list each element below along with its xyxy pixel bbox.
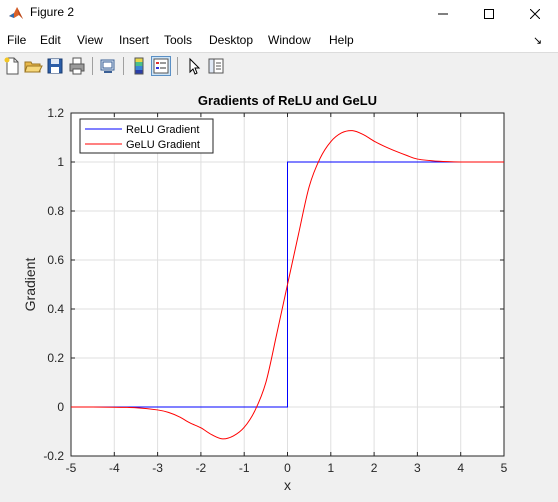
gradient-chart: -5 -4 -3 -2 -1 0 1 2 3 4 5 -0.2 0 0.2 0.4 0.6 0.8 1 1.2 Gr… [22,93,508,493]
x-tick-label: -5 [66,461,77,475]
minimize-icon [438,13,448,15]
axis-ticks: -5 -4 -3 -2 -1 0 1 2 3 4 5 -0.2 0 0.2 0.4 0.6 0.8 1 1.2 [43,106,507,475]
plot-series [70,130,504,440]
title-bar: Figure 2 [0,0,558,28]
menu-overflow-arrow[interactable]: ↘ [533,35,543,47]
x-tick-label: -3 [152,461,163,475]
legend-box [79,118,214,154]
y-tick-label: 0.6 [47,253,64,267]
y-tick-label: 1 [57,155,64,169]
legend-icon[interactable] [151,56,171,76]
maximize-icon [484,9,494,19]
x-tick-label: -1 [239,461,250,475]
x-tick-label: -2 [196,461,207,475]
menu-edit[interactable]: Edit [40,33,61,47]
y-tick-label: 0.4 [47,302,64,316]
y-tick-label: -0.2 [43,449,64,463]
new-figure-icon[interactable] [2,56,22,76]
menu-tools[interactable]: Tools [164,33,193,47]
link-plot-icon[interactable] [98,56,118,76]
x-tick-label: 3 [414,461,421,475]
menu-view[interactable]: View [77,33,103,47]
menu-help[interactable]: Help [329,33,354,47]
menu-bar: File Edit View Insert Tools Desktop Wind… [0,28,558,52]
figure-toolbar [0,52,558,82]
x-axis-label: x [284,477,291,493]
window-title: Figure 2 [30,5,75,19]
x-tick-label: 1 [327,461,334,475]
maximize-button[interactable] [466,0,512,28]
y-tick-label: 0.2 [47,351,64,365]
x-tick-label: 4 [457,461,464,475]
menu-file[interactable]: File [7,33,27,47]
matlab-logo-icon [9,7,23,19]
menu-window[interactable]: Window [268,33,311,47]
menu-insert[interactable]: Insert [119,33,150,47]
x-tick-label: 0 [284,461,291,475]
legend-label-relu: ReLU Gradient [126,124,199,136]
save-icon[interactable] [45,56,65,76]
x-tick-label: 2 [371,461,378,475]
chart-legend[interactable]: ReLU Gradient GeLU Gradient [79,118,214,154]
toolbar-separator [177,57,178,75]
x-tick-label: 5 [501,461,508,475]
minimize-button[interactable] [420,0,466,28]
y-tick-label: 1.2 [47,106,64,120]
close-button[interactable] [512,0,558,28]
menu-desktop[interactable]: Desktop [209,33,254,47]
gelu-gradient-line [70,130,504,440]
toolbar-separator [92,57,93,75]
y-tick-label: 0.8 [47,204,64,218]
open-file-icon[interactable] [23,56,43,76]
print-icon[interactable] [67,56,87,76]
pointer-icon[interactable] [184,56,204,76]
legend-label-gelu: GeLU Gradient [126,139,200,151]
y-tick-label: 0 [57,400,64,414]
close-icon [530,9,540,19]
toolbar-separator [123,57,124,75]
x-tick-label: -4 [109,461,120,475]
colorbar-icon[interactable] [129,56,149,76]
chart-title: Gradients of ReLU and GeLU [198,93,377,108]
figure-canvas: -5 -4 -3 -2 -1 0 1 2 3 4 5 -0.2 0 0.2 0.4 0.6 0.8 1 1.2 Gr… [0,81,558,497]
y-axis-label: Gradient [22,258,38,312]
property-editor-icon[interactable] [206,56,226,76]
